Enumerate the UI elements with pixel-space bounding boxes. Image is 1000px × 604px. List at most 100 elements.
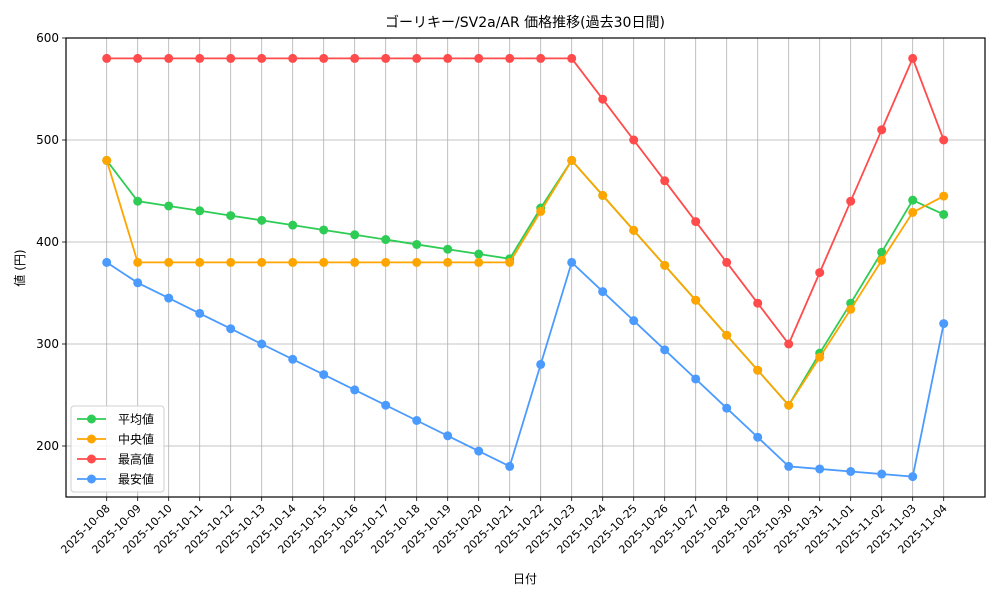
data-point	[691, 217, 701, 227]
data-point	[133, 53, 143, 63]
data-point	[877, 247, 887, 257]
data-point	[195, 308, 205, 318]
data-point	[195, 206, 205, 216]
data-point	[722, 330, 732, 340]
data-point	[536, 206, 546, 216]
data-point	[412, 53, 422, 63]
data-point	[908, 472, 918, 482]
data-point	[784, 339, 794, 349]
data-point	[815, 352, 825, 362]
data-point	[412, 416, 422, 425]
data-point	[691, 295, 701, 305]
data-point	[102, 53, 112, 63]
data-point	[753, 298, 763, 308]
data-point	[722, 257, 732, 267]
data-point	[598, 190, 608, 200]
data-point	[846, 467, 856, 476]
grid-lines	[66, 37, 985, 497]
data-point	[350, 53, 360, 63]
data-point	[164, 257, 174, 267]
data-point	[660, 260, 670, 270]
data-point	[784, 461, 794, 471]
data-point	[226, 53, 236, 63]
legend-item: 平均値	[77, 412, 154, 427]
data-point	[877, 255, 887, 265]
data-point	[474, 249, 484, 259]
data-point	[939, 209, 949, 219]
legend-label: 平均値	[118, 412, 154, 427]
data-point	[474, 53, 484, 63]
data-point	[381, 257, 391, 267]
data-point	[412, 239, 422, 249]
data-point	[722, 403, 732, 413]
data-point	[505, 53, 515, 63]
data-point	[319, 370, 329, 380]
y-tick-label: 400	[36, 235, 59, 249]
data-point	[567, 53, 577, 63]
data-point	[443, 431, 453, 441]
data-point	[381, 235, 391, 245]
data-point	[164, 293, 174, 303]
data-point	[691, 374, 701, 384]
data-point	[784, 400, 794, 410]
data-point	[443, 244, 453, 254]
y-axis: 200 300 400 500 600	[36, 31, 66, 453]
data-point	[381, 53, 391, 63]
data-point	[939, 191, 949, 201]
data-point	[288, 257, 298, 267]
x-axis: 2025-10-082025-10-092025-10-102025-10-11…	[58, 497, 950, 556]
legend-label: 最安値	[118, 472, 154, 487]
data-point	[226, 211, 236, 221]
data-point	[133, 278, 143, 288]
data-point	[598, 94, 608, 104]
data-point	[939, 135, 949, 145]
data-point	[877, 125, 887, 135]
data-point	[815, 464, 825, 474]
legend-box	[70, 405, 165, 493]
data-point	[443, 53, 453, 63]
chart-title: ゴーリキー/SV2a/AR 価格推移(過去30日間)	[385, 14, 665, 31]
series-2	[102, 53, 949, 349]
data-point	[815, 268, 825, 278]
data-point	[288, 354, 298, 364]
plot-frame	[65, 37, 986, 498]
data-point	[350, 257, 360, 267]
data-point	[257, 339, 267, 349]
series-line	[105, 158, 945, 407]
data-point	[908, 207, 918, 217]
data-point	[474, 257, 484, 267]
data-point	[908, 195, 918, 205]
data-point	[846, 304, 856, 314]
data-point	[567, 155, 577, 165]
data-point	[908, 53, 918, 63]
data-point	[102, 257, 112, 267]
data-point	[660, 176, 670, 186]
data-point	[629, 225, 639, 235]
data-point	[753, 432, 763, 442]
data-point	[164, 201, 174, 211]
data-point	[257, 215, 267, 225]
data-point	[412, 257, 422, 267]
series-lines	[102, 53, 949, 482]
y-tick-label: 300	[36, 337, 59, 351]
legend-item: 最高値	[77, 452, 154, 467]
y-tick-label: 500	[36, 133, 59, 147]
legend-label: 中央値	[118, 432, 154, 447]
data-point	[443, 257, 453, 267]
data-point	[505, 461, 515, 471]
series-0	[102, 155, 949, 410]
data-point	[505, 257, 515, 267]
y-tick-label: 200	[36, 439, 59, 453]
data-point	[319, 53, 329, 63]
y-axis-label: 値 (円)	[12, 249, 27, 286]
legend-item: 中央値	[77, 432, 154, 447]
data-point	[102, 155, 112, 165]
data-point	[629, 135, 639, 145]
data-point	[536, 53, 546, 63]
data-point	[288, 220, 298, 230]
data-point	[877, 469, 887, 479]
data-point	[474, 446, 484, 456]
